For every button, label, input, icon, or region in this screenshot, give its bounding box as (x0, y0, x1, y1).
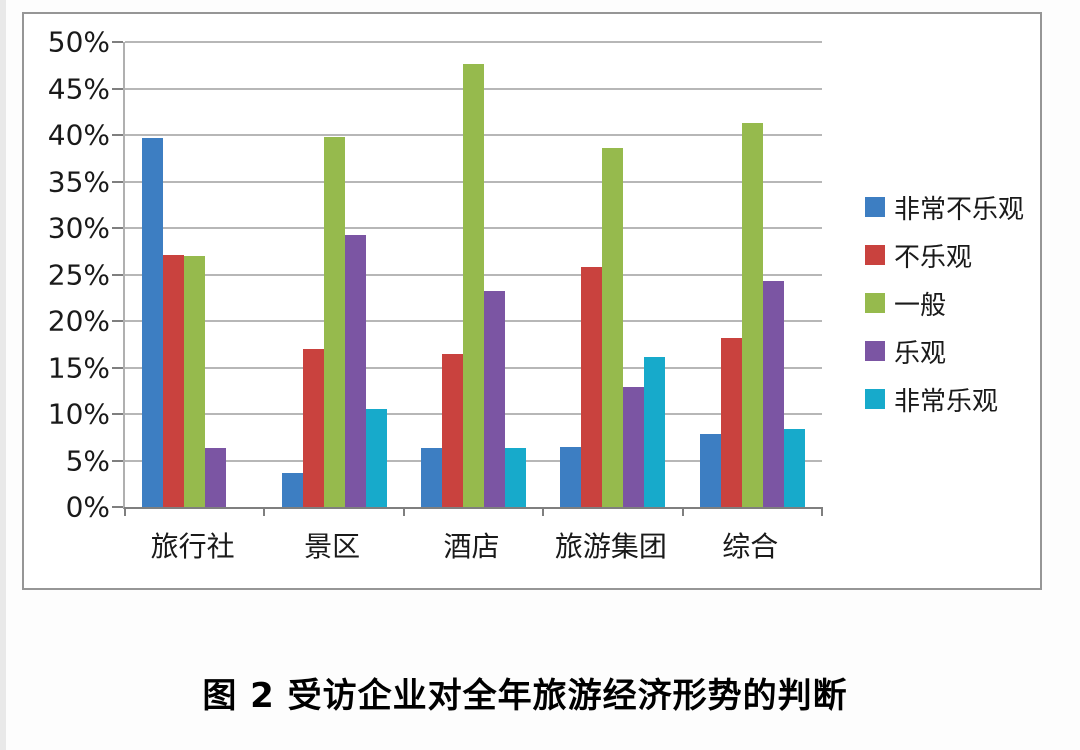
bar-series3-group1 (344, 234, 366, 507)
bar-series2-group2 (463, 64, 484, 507)
legend-item-1: 不乐观 (865, 231, 1024, 279)
x-axis-tick (681, 507, 684, 516)
bar-series2-group3 (602, 148, 624, 507)
y-axis-tick (112, 506, 123, 508)
legend-swatch-icon (865, 197, 885, 217)
y-axis-tick (112, 273, 123, 276)
legend-label: 乐观 (894, 338, 947, 369)
y-axis-tick-label: 5% (65, 444, 110, 477)
chart-legend: 非常不乐观不乐观一般乐观非常乐观 (865, 183, 1024, 423)
y-axis-tick (112, 87, 123, 90)
y-axis-tick-label: 10% (47, 397, 110, 431)
y-axis-tick-label: 50% (47, 25, 110, 59)
y-axis-tick (112, 459, 123, 462)
legend-swatch-icon (865, 389, 885, 409)
bar-series1-group0 (163, 254, 185, 507)
legend-item-0: 非常不乐观 (865, 183, 1024, 231)
bar-series2-group1 (323, 136, 345, 507)
y-axis-tick-label: 45% (47, 72, 110, 105)
bar-series3-group3 (623, 387, 645, 507)
bar-series3-group0 (205, 448, 227, 507)
plot-area (112, 41, 823, 516)
x-axis-tick (263, 507, 266, 516)
legend-swatch-icon (865, 293, 885, 313)
bar-series1-group2 (442, 354, 463, 507)
legend-label: 非常乐观 (894, 386, 999, 417)
bar-series4-group2 (505, 448, 526, 507)
bar-series3-group4 (762, 281, 784, 507)
x-axis-category-label: 旅游集团 (554, 530, 667, 563)
legend-item-2: 一般 (865, 279, 1024, 327)
gridline (125, 41, 822, 43)
bar-series0-group3 (560, 446, 582, 507)
x-axis-labels: 旅行社 景区 酒店 旅游集团 综合 (123, 525, 820, 565)
bar-series0-group1 (281, 472, 303, 507)
legend-label: 一般 (894, 290, 947, 321)
page-edge-strip (0, 0, 6, 750)
x-axis-category-label: 综合 (722, 530, 779, 563)
legend-item-3: 乐观 (865, 327, 1024, 375)
x-axis-category-label: 景区 (304, 530, 361, 563)
x-axis-tick (821, 507, 823, 516)
bar-series2-group4 (741, 122, 763, 507)
legend-item-4: 非常乐观 (865, 375, 1024, 423)
bar-series1-group4 (720, 337, 742, 507)
y-axis-tick-label: 25% (47, 258, 110, 291)
y-axis-tick-label: 35% (47, 165, 110, 198)
y-axis-tick-label: 0% (65, 490, 110, 524)
legend-swatch-icon (865, 245, 885, 265)
y-axis-tick (112, 41, 123, 43)
bar-series0-group2 (421, 448, 442, 507)
x-axis-tick (542, 507, 545, 516)
legend-swatch-icon (865, 341, 885, 361)
y-axis-tick-label: 30% (47, 211, 110, 245)
bar-series0-group4 (699, 434, 721, 507)
y-axis-tick-label: 20% (47, 304, 110, 338)
x-axis-tick (402, 507, 405, 516)
y-axis-labels: 0% 5% 10% 15% 20% 25% 30% 35% 40% 45% 50% (24, 26, 110, 524)
bar-series4-group4 (783, 428, 805, 507)
bar-series3-group2 (484, 291, 505, 507)
y-axis-tick (112, 227, 123, 229)
legend-label: 非常不乐观 (894, 194, 1025, 225)
bar-series1-group1 (302, 348, 324, 507)
bar-series4-group1 (365, 409, 387, 507)
y-axis-tick-label: 15% (47, 351, 110, 384)
y-axis-tick-label: 40% (47, 118, 110, 152)
legend-label: 不乐观 (894, 242, 973, 273)
bar-series1-group3 (581, 267, 603, 507)
chart-frame: 0% 5% 10% 15% 20% 25% 30% 35% 40% 45% 50% 旅行社 景区 酒店旅… (22, 12, 1042, 590)
y-axis-tick (112, 366, 123, 369)
y-axis-tick (112, 413, 123, 415)
y-axis-tick (112, 134, 123, 136)
figure-caption: 图 2 受访企业对全年旅游经济形势的判断 (202, 676, 848, 716)
y-axis-tick (112, 180, 123, 183)
bar-series2-group0 (184, 255, 206, 507)
x-axis-category-label: 酒店 (443, 530, 500, 563)
x-axis-category-label: 旅行社 (150, 530, 235, 563)
y-axis-tick (112, 320, 123, 322)
bar-series0-group0 (142, 137, 164, 507)
bar-series4-group3 (644, 357, 666, 507)
x-axis-tick (124, 507, 126, 516)
